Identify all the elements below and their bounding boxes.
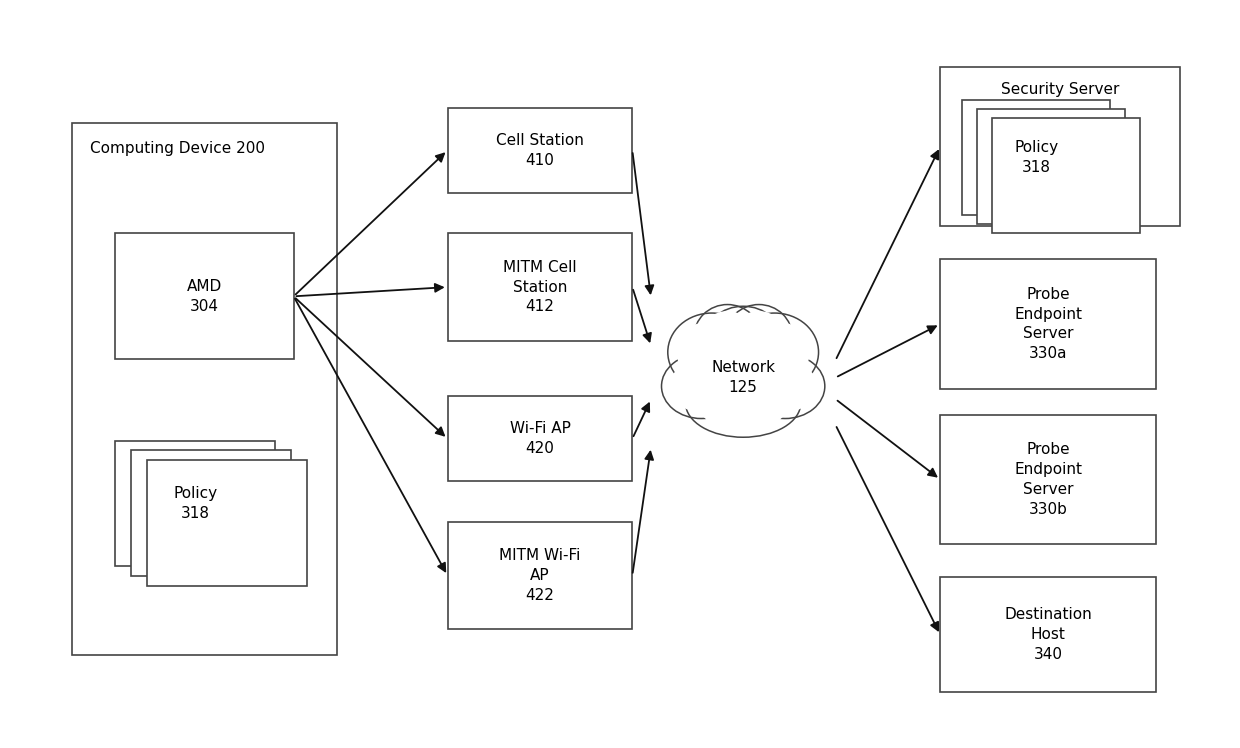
Text: Cell Station
410: Cell Station 410: [496, 133, 584, 168]
Text: Wi-Fi AP
420: Wi-Fi AP 420: [510, 421, 570, 456]
Text: MITM Wi-Fi
AP
422: MITM Wi-Fi AP 422: [500, 548, 580, 603]
Ellipse shape: [739, 321, 810, 384]
Bar: [148, 460, 308, 586]
Bar: [72, 123, 337, 655]
Ellipse shape: [661, 354, 742, 419]
Bar: [940, 414, 1156, 544]
Bar: [448, 108, 632, 193]
Bar: [115, 441, 275, 566]
Ellipse shape: [745, 354, 825, 419]
Ellipse shape: [712, 313, 775, 370]
Bar: [992, 118, 1140, 233]
Ellipse shape: [697, 340, 789, 415]
Ellipse shape: [732, 311, 786, 363]
Bar: [115, 233, 294, 359]
Ellipse shape: [686, 331, 801, 424]
Text: Probe
Endpoint
Server
330b: Probe Endpoint Server 330b: [1014, 442, 1083, 517]
Text: Computing Device 200: Computing Device 200: [91, 141, 265, 156]
Ellipse shape: [686, 370, 801, 438]
Text: Network
125: Network 125: [712, 361, 775, 395]
Bar: [940, 67, 1180, 226]
Text: Probe
Endpoint
Server
330a: Probe Endpoint Server 330a: [1014, 287, 1083, 361]
Text: Destination
Host
340: Destination Host 340: [1004, 607, 1092, 662]
Text: Policy
318: Policy 318: [174, 486, 217, 521]
Bar: [448, 396, 632, 481]
Bar: [448, 522, 632, 629]
Bar: [977, 109, 1125, 224]
Text: Security Server
320: Security Server 320: [1001, 82, 1120, 117]
Ellipse shape: [703, 306, 782, 378]
Text: AMD
304: AMD 304: [187, 279, 222, 313]
Bar: [131, 450, 291, 576]
Bar: [940, 260, 1156, 389]
Text: Policy
318: Policy 318: [1014, 140, 1059, 175]
Ellipse shape: [677, 321, 746, 384]
Ellipse shape: [694, 304, 761, 370]
Ellipse shape: [697, 376, 789, 430]
Ellipse shape: [753, 361, 817, 412]
Bar: [448, 233, 632, 341]
Bar: [962, 100, 1110, 215]
Ellipse shape: [730, 313, 818, 391]
Bar: [940, 577, 1156, 692]
Text: MITM Cell
Station
412: MITM Cell Station 412: [503, 260, 577, 314]
Ellipse shape: [668, 313, 755, 391]
Ellipse shape: [670, 361, 733, 412]
Ellipse shape: [725, 304, 792, 370]
Ellipse shape: [701, 311, 754, 363]
